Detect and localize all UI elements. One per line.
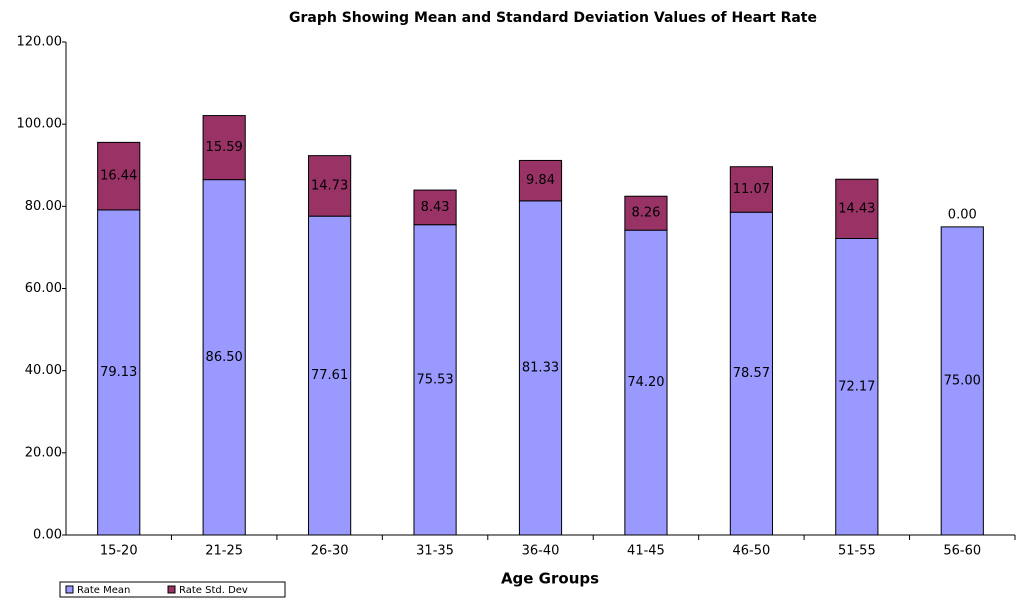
bar-segment	[624, 195, 668, 231]
legend-swatch	[167, 585, 176, 594]
x-tick-label: 21-25	[205, 544, 243, 559]
x-tick-label: 46-50	[732, 544, 770, 559]
y-tick-label: 40.00	[25, 363, 62, 378]
data-label: 78.57	[733, 366, 770, 381]
bar-segment	[202, 115, 246, 181]
data-label: 77.61	[311, 368, 348, 383]
data-label: 8.43	[421, 200, 450, 215]
data-label: 16.44	[100, 169, 137, 184]
data-label: 75.53	[416, 372, 453, 387]
y-tick-label: 100.00	[17, 117, 63, 132]
data-label: 0.00	[948, 207, 977, 222]
data-label: 74.20	[627, 375, 664, 390]
bar-segment	[97, 141, 141, 211]
y-tick-label: 0.00	[33, 528, 62, 543]
data-label: 72.17	[838, 379, 875, 394]
data-label: 15.59	[206, 140, 243, 155]
bar-segment	[835, 238, 879, 536]
bar-segment	[835, 178, 879, 240]
x-tick-label: 41-45	[627, 544, 665, 559]
data-label: 75.00	[944, 373, 981, 388]
legend-swatch	[65, 585, 74, 594]
x-tick-label: 36-40	[522, 544, 560, 559]
bar-segment	[940, 226, 984, 536]
y-tick-label: 80.00	[25, 199, 62, 214]
bar-segment	[308, 215, 352, 536]
data-label: 14.43	[838, 201, 875, 216]
data-label: 79.13	[100, 365, 137, 380]
bar-segment	[518, 159, 563, 202]
x-tick-label: 56-60	[943, 544, 981, 559]
data-label: 14.73	[311, 178, 348, 193]
bar-segment	[729, 166, 773, 213]
data-label: 9.84	[526, 173, 555, 188]
y-tick-label: 60.00	[25, 281, 62, 296]
x-axis-title: Age Groups	[501, 570, 599, 588]
y-tick-label: 120.00	[17, 35, 63, 50]
y-tick-label: 20.00	[25, 445, 62, 460]
data-label: 86.50	[206, 350, 243, 365]
chart-title: Graph Showing Mean and Standard Deviatio…	[289, 10, 817, 26]
x-tick-label: 31-35	[416, 544, 454, 559]
data-label: 81.33	[522, 360, 559, 375]
bar-segment	[97, 209, 141, 536]
data-label: 11.07	[733, 182, 770, 197]
data-label: 8.26	[631, 206, 660, 221]
x-tick-label: 26-30	[311, 544, 349, 559]
x-tick-label: 15-20	[100, 544, 138, 559]
legend-label: Rate Std. Dev	[179, 585, 248, 596]
bar-segment	[308, 155, 352, 217]
x-tick-label: 51-55	[838, 544, 876, 559]
legend-label: Rate Mean	[77, 585, 130, 596]
bar-segment	[413, 189, 457, 226]
